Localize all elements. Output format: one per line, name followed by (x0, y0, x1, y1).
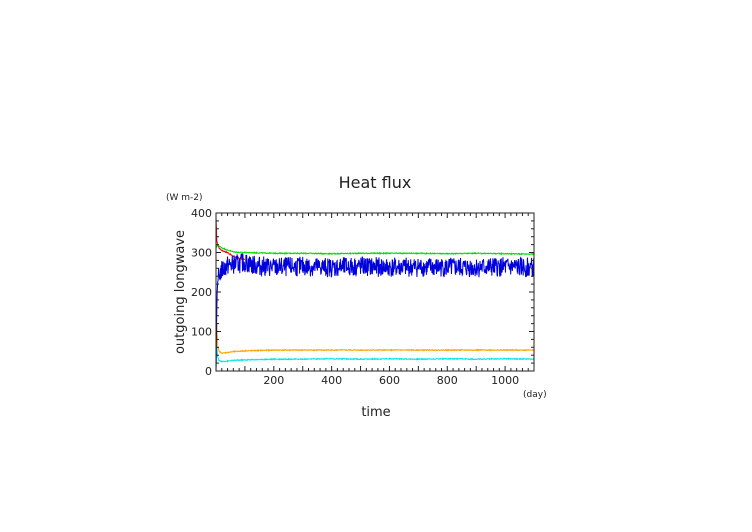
series-line-5 (215, 253, 535, 372)
series-line-4 (215, 347, 535, 372)
x-tick-label: 1000 (491, 374, 519, 387)
y-tick-label: 200 (191, 286, 212, 299)
y-tick-label: 0 (205, 365, 212, 378)
series-line-3 (215, 323, 535, 372)
series-line-1 (215, 216, 246, 261)
x-axis-title: time (361, 405, 390, 420)
y-axis-title: outgoing longwave (173, 230, 188, 354)
chart-title: Heat flux (339, 173, 412, 192)
x-tick-label: 400 (321, 374, 342, 387)
series-line-2 (215, 243, 535, 256)
y-tick-label: 300 (191, 247, 212, 260)
y-tick-label: 400 (191, 207, 212, 220)
series-layer (215, 216, 535, 372)
x-tick-label: 600 (379, 374, 400, 387)
x-tick-label: 200 (263, 374, 284, 387)
x-tick-label: 800 (437, 374, 458, 387)
y-tick-label: 100 (191, 326, 212, 339)
x-unit-label: (day) (523, 390, 547, 400)
y-unit-label: (W m-2) (166, 193, 203, 203)
plot-frame (215, 212, 535, 372)
